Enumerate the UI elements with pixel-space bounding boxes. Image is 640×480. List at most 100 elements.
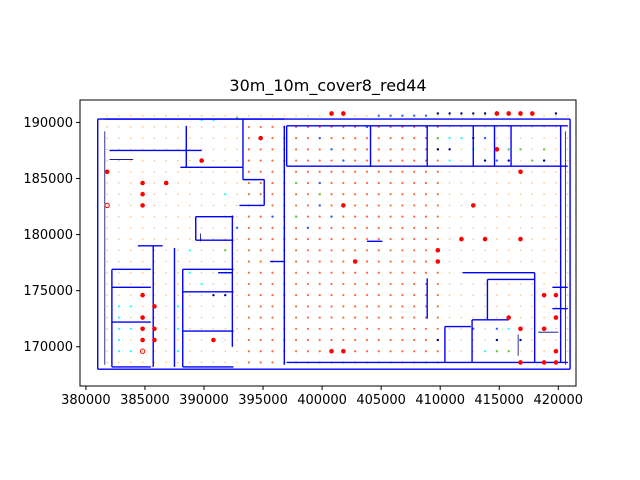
orange-point <box>389 316 392 319</box>
orange-point <box>413 226 416 229</box>
blue-point <box>342 159 345 162</box>
orange-point <box>354 159 357 162</box>
peach-point <box>236 249 238 252</box>
orange-point <box>436 316 439 319</box>
orange-point <box>259 249 262 252</box>
orange-point <box>342 215 345 218</box>
peach-point <box>507 283 510 285</box>
peach-point <box>118 126 120 128</box>
peach-point <box>484 215 486 218</box>
orange-point <box>342 181 345 185</box>
peach-point <box>224 148 227 151</box>
peach-point <box>484 305 486 308</box>
peach-point <box>236 339 238 341</box>
orange-point <box>259 305 262 308</box>
peach-point <box>200 316 203 319</box>
peach-point <box>507 204 510 207</box>
peach-point <box>153 294 156 297</box>
peach-point <box>236 114 238 117</box>
orange-point <box>342 271 345 274</box>
red-point <box>470 203 476 208</box>
orange-point <box>424 215 428 218</box>
orange-point <box>259 282 262 286</box>
orange-point <box>436 170 439 173</box>
cyan-point <box>129 305 132 308</box>
orange-point <box>436 327 439 330</box>
peach-point <box>472 182 475 184</box>
orange-point <box>342 249 345 252</box>
peach-point <box>141 126 144 128</box>
peach-point <box>188 137 191 140</box>
orange-point <box>259 350 262 353</box>
red-point <box>329 111 334 116</box>
orange-point <box>306 237 310 241</box>
peach-point <box>177 182 179 184</box>
peach-point <box>118 215 120 218</box>
orange-point <box>424 181 428 185</box>
blue-point <box>495 327 499 330</box>
orange-point <box>389 170 392 173</box>
peach-point <box>566 271 569 274</box>
peach-point <box>484 260 486 263</box>
peach-point <box>531 215 534 218</box>
cyan-point <box>176 350 180 353</box>
peach-point <box>153 215 156 218</box>
orange-point <box>354 215 357 218</box>
orange-point <box>377 338 380 342</box>
peach-point <box>188 305 191 308</box>
navy-point <box>448 148 451 151</box>
peach-point <box>177 361 179 364</box>
peach-point <box>165 316 168 319</box>
peach-point <box>141 361 144 364</box>
orange-point <box>389 237 392 241</box>
orange-point <box>318 159 321 162</box>
peach-point <box>236 316 238 319</box>
peach-point <box>484 226 486 229</box>
orange-point <box>413 237 416 241</box>
peach-point <box>566 226 569 229</box>
peach-point <box>543 271 546 274</box>
peach-point <box>106 361 109 364</box>
peach-point <box>165 170 168 173</box>
orange-point <box>330 294 333 297</box>
orange-point <box>365 237 369 241</box>
orange-point <box>306 316 310 319</box>
orange-point <box>365 181 369 185</box>
peach-point <box>460 327 463 330</box>
peach-point <box>177 204 179 207</box>
peach-point <box>283 114 286 117</box>
peach-point <box>259 114 262 117</box>
orange-point <box>401 181 404 185</box>
orange-point <box>271 361 274 364</box>
orange-point <box>330 316 333 319</box>
green-point <box>531 159 534 162</box>
red-point <box>494 111 500 116</box>
orange-point <box>247 249 250 252</box>
peach-point <box>507 305 510 308</box>
orange-point <box>247 125 250 129</box>
peach-point <box>448 193 451 196</box>
peach-point <box>141 350 144 353</box>
orange-point <box>365 215 369 218</box>
peach-point <box>566 148 569 151</box>
peach-point <box>460 193 463 196</box>
orange-point <box>436 350 439 353</box>
orange-point <box>389 181 392 185</box>
peach-point <box>118 159 120 162</box>
peach-point <box>200 204 203 207</box>
orange-point <box>306 338 310 342</box>
peach-point <box>507 215 510 218</box>
orange-point <box>342 226 345 229</box>
peach-point <box>448 249 451 252</box>
orange-point <box>436 294 439 297</box>
peach-point <box>366 114 368 117</box>
peach-point <box>153 204 156 207</box>
orange-point <box>377 170 380 173</box>
orange-point <box>436 271 439 274</box>
orange-point <box>354 226 357 229</box>
orange-point <box>306 181 310 185</box>
orange-point <box>247 338 250 342</box>
navy-point <box>436 338 440 342</box>
orange-point <box>424 260 428 263</box>
orange-point <box>318 226 321 229</box>
